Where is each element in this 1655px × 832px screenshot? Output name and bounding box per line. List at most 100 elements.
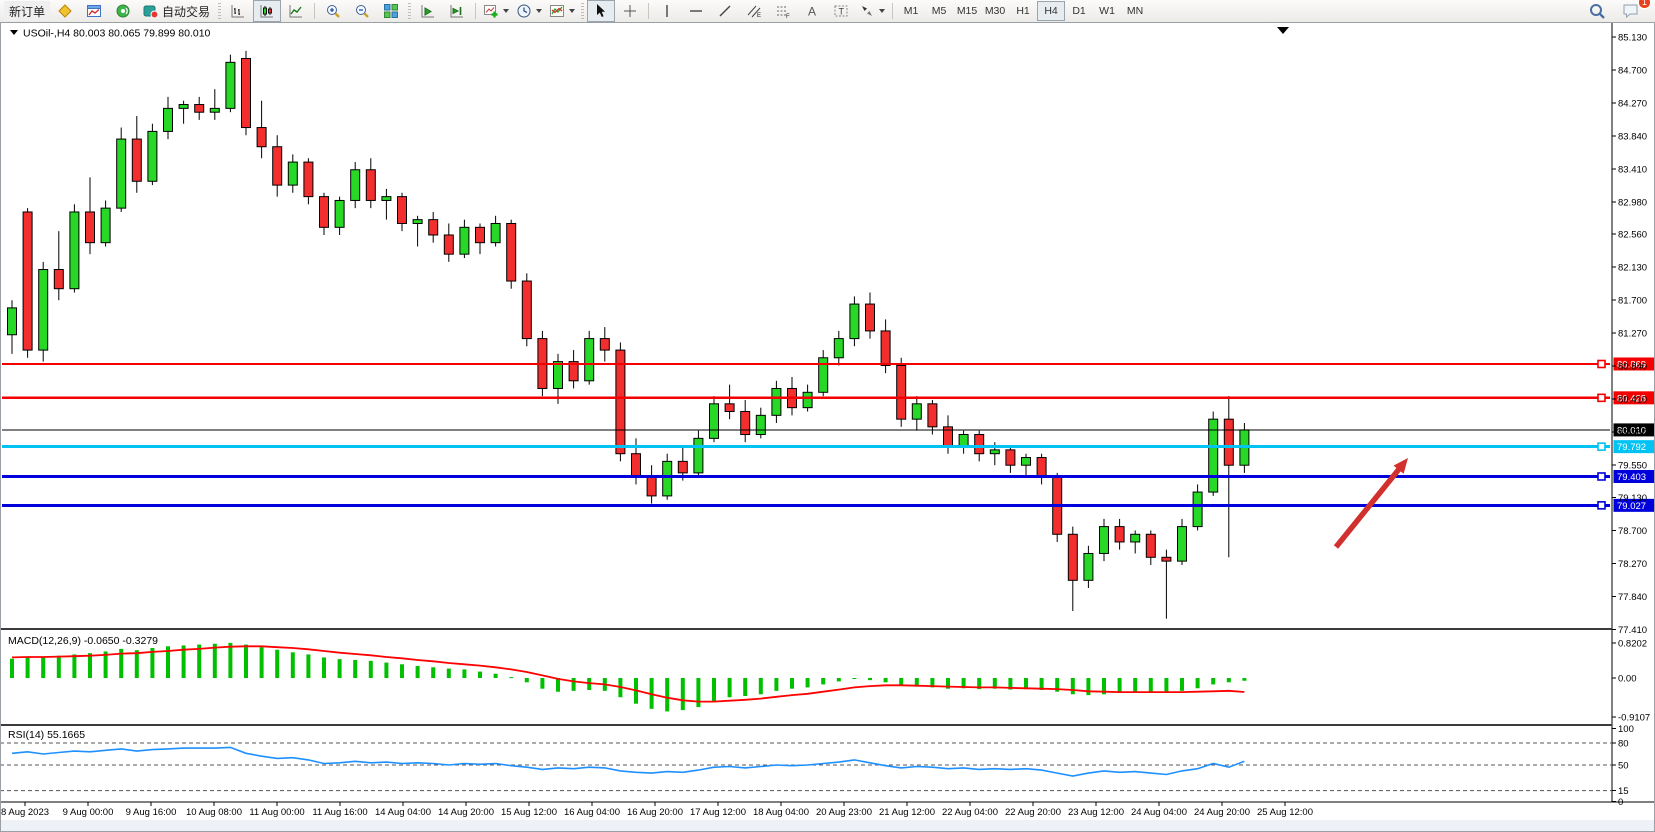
macd-histogram-bar — [462, 669, 467, 678]
timeframe-m1[interactable]: M1 — [903, 5, 919, 17]
market-watch-button[interactable] — [109, 0, 137, 22]
price-tick-label: 82.130 — [1618, 263, 1647, 274]
hline-handle[interactable] — [1597, 359, 1606, 369]
timeframe-d1[interactable]: D1 — [1072, 5, 1086, 17]
hline-79027[interactable]: 79.027 — [2, 498, 1655, 512]
macd-histogram-bar — [1226, 678, 1231, 683]
macd-histogram-bar — [1148, 678, 1153, 692]
macd-histogram-bar — [1133, 678, 1138, 693]
hline-79403[interactable]: 79.403 — [2, 469, 1655, 483]
candle-down — [53, 269, 64, 290]
line-chart-button[interactable] — [282, 0, 310, 22]
zoom-in-button[interactable] — [319, 0, 347, 22]
timeframe-m5[interactable]: M5 — [931, 5, 947, 17]
zoom-out-button[interactable] — [348, 0, 376, 22]
add-indicator-caret — [503, 9, 510, 13]
autotrade-button[interactable]: 自动交易 — [138, 0, 215, 22]
macd-histogram-bar — [774, 678, 779, 691]
candle-down — [521, 280, 532, 340]
macd-histogram-bar — [337, 659, 342, 678]
chart-shift-button[interactable] — [443, 0, 471, 22]
candle-up — [334, 199, 345, 228]
auto-scroll-icon — [421, 5, 435, 18]
crosshair-button[interactable] — [616, 0, 644, 22]
rsi-line — [11, 746, 1245, 777]
auto-scroll-button[interactable] — [414, 0, 442, 22]
macd-histogram-bar — [134, 650, 139, 678]
chart-shift-marker-icon[interactable] — [1277, 27, 1289, 34]
bar-chart-button[interactable] — [224, 0, 252, 22]
macd-histogram-bar — [1102, 678, 1106, 695]
period-button[interactable] — [513, 0, 545, 22]
timeframe-mn[interactable]: MN — [1126, 5, 1144, 17]
trendline-button[interactable] — [711, 0, 739, 22]
macd-histogram-bar — [431, 667, 436, 678]
time-axis[interactable]: 8 Aug 2023 9 Aug 00:00 9 Aug 16:00 10 Aug 0… — [0, 801, 1655, 818]
pane-separator[interactable] — [0, 724, 1612, 726]
hline-79792[interactable]: 79.792 — [2, 440, 1655, 454]
pane-separator[interactable] — [0, 628, 1612, 630]
timeframe-w1[interactable]: W1 — [1099, 5, 1115, 17]
add-indicator-button[interactable] — [480, 0, 512, 22]
rsi-scale-label: 100 — [1618, 724, 1634, 735]
time-tick-label: 14 Aug 20:00 — [438, 807, 494, 818]
hline-handle[interactable] — [1597, 472, 1606, 481]
macd-histogram-bar — [727, 678, 732, 698]
rsi-label: RSI(14) 55.1665 — [8, 729, 85, 741]
candle-down — [22, 211, 33, 351]
hline-80010[interactable]: 80.010 — [2, 423, 1655, 437]
macd-histogram-bar — [946, 678, 950, 689]
tile-windows-button[interactable] — [377, 0, 405, 22]
price-tick-label: 79.130 — [1618, 493, 1647, 504]
template-button[interactable] — [546, 0, 578, 22]
macd-histogram-bar — [1055, 678, 1060, 692]
candle-down — [272, 146, 283, 186]
text-button[interactable]: A — [798, 0, 826, 22]
time-tick-label: 14 Aug 04:00 — [375, 807, 431, 818]
candle-down — [303, 161, 314, 198]
arrow-annotation[interactable] — [1333, 458, 1408, 549]
hline-handle[interactable] — [1597, 442, 1606, 451]
timeframe-m30[interactable]: M30 — [984, 5, 1006, 17]
timeframe-group: M1 M5 M15 M30 H1 H4 D1 W1 MN — [897, 1, 1149, 21]
notifications-button[interactable]: 1 — [1617, 0, 1651, 22]
candle-up — [178, 104, 189, 109]
macd-histogram-bar — [1164, 678, 1169, 693]
macd-histogram-bar — [821, 678, 826, 685]
timeframe-h4[interactable]: H4 — [1037, 1, 1066, 21]
cursor-button[interactable] — [587, 0, 616, 22]
price-axis[interactable]: 85.130 84.700 84.270 83.840 83.410 82.980 82.5… — [1611, 22, 1647, 802]
rsi-pane: 100 80 50 150 RSI(14) 55.1665 — [0, 724, 1634, 808]
metaeditor-button[interactable] — [51, 0, 79, 22]
timeframe-m15[interactable]: M15 — [956, 5, 978, 17]
fibonacci-button[interactable]: F — [769, 0, 797, 22]
price-badge — [1613, 357, 1655, 371]
price-tick-label: 81.700 — [1618, 296, 1647, 307]
hline-handle[interactable] — [1597, 501, 1606, 510]
candle-up — [1021, 457, 1031, 466]
macd-histogram-bar — [1211, 678, 1216, 685]
arrows-button[interactable] — [856, 0, 888, 22]
price-tick-label: 77.410 — [1618, 625, 1647, 636]
candle-up — [1208, 418, 1219, 493]
new-chart-button[interactable] — [80, 0, 108, 22]
hline-handle[interactable] — [1597, 393, 1606, 403]
candlestick-chart-button[interactable] — [253, 0, 282, 22]
equidistant-channel-button[interactable]: E — [740, 0, 768, 22]
text-label-button[interactable]: T — [827, 0, 855, 22]
hline-80869[interactable]: 80.869 — [2, 357, 1655, 371]
vertical-line-button[interactable] — [653, 0, 681, 22]
chart-background — [0, 22, 1655, 832]
macd-histogram-bar — [743, 678, 748, 696]
chart-canvas[interactable]: 80.869 80.428 80.010 79.792 79.403 79.02785.1… — [0, 22, 1655, 832]
hline-80428[interactable]: 80.428 — [2, 391, 1655, 405]
horizontal-line-button[interactable] — [682, 0, 710, 22]
macd-histogram-bar — [805, 678, 810, 688]
collapse-triangle-icon[interactable] — [10, 30, 18, 35]
timeframe-h1[interactable]: H1 — [1016, 5, 1030, 17]
candle-down — [256, 127, 267, 148]
search-button[interactable] — [1583, 0, 1611, 22]
arrows-icon — [862, 6, 873, 16]
new-order-button[interactable]: 新订单 — [4, 1, 51, 21]
candle-up — [116, 138, 127, 209]
